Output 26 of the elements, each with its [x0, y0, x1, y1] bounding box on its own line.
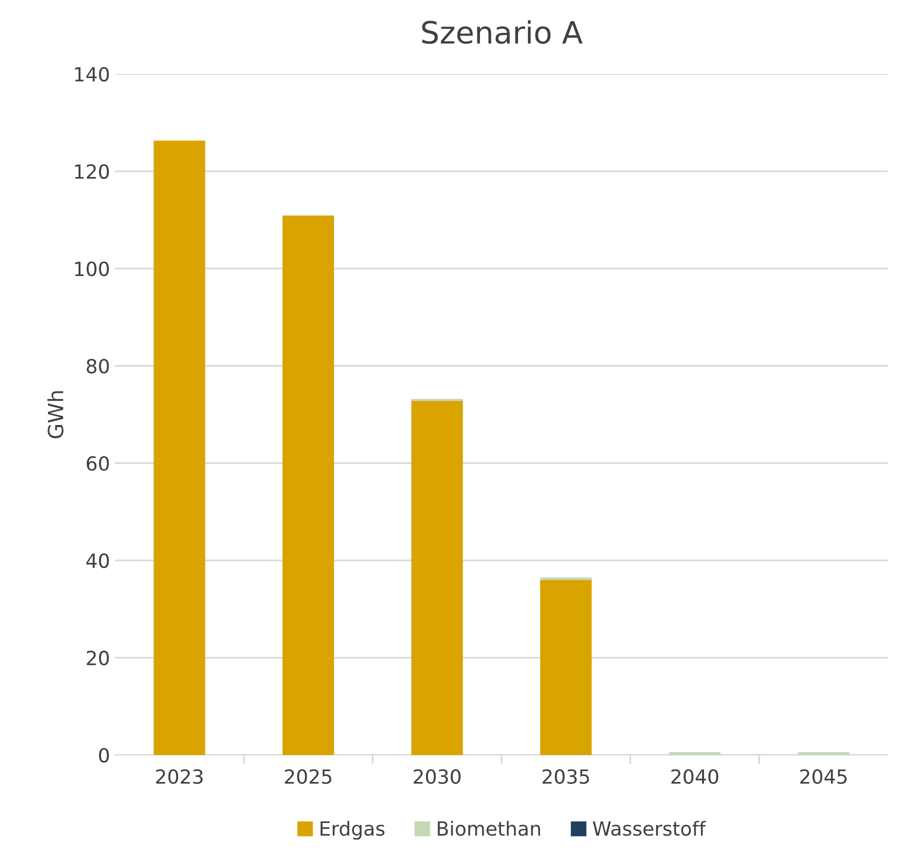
bar: [411, 400, 463, 755]
x-tick-label: 2025: [284, 769, 332, 784]
x-tick-label: 2023: [156, 769, 203, 784]
y-tick-label: 140: [75, 66, 109, 82]
bar: [668, 752, 721, 755]
bar: [540, 577, 592, 580]
legend-label: Biomethan: [438, 820, 540, 836]
bar: [154, 140, 206, 755]
y-tick-label: 60: [86, 456, 109, 471]
y-tick-label: 40: [86, 553, 109, 568]
y-tick-label: 80: [86, 358, 109, 374]
x-tick-label: 2035: [542, 769, 589, 784]
y-tick-label: 100: [75, 262, 109, 276]
y-tick-label: 20: [86, 650, 109, 666]
x-tick-label: 2040: [671, 769, 718, 784]
bar: [282, 216, 334, 755]
legend-label: Wasserstoff: [592, 820, 706, 836]
bar: [798, 752, 850, 755]
y-tick-label: 0: [99, 748, 109, 763]
x-tick-label: 2030: [414, 769, 461, 784]
y-axis-title: GWh: [47, 391, 64, 438]
x-tick-label: 2045: [800, 769, 847, 784]
y-tick-label: 120: [75, 164, 109, 179]
chart-title: Szenario A: [422, 20, 583, 44]
legend-label: Erdgas: [320, 820, 384, 840]
bar: [540, 580, 592, 755]
